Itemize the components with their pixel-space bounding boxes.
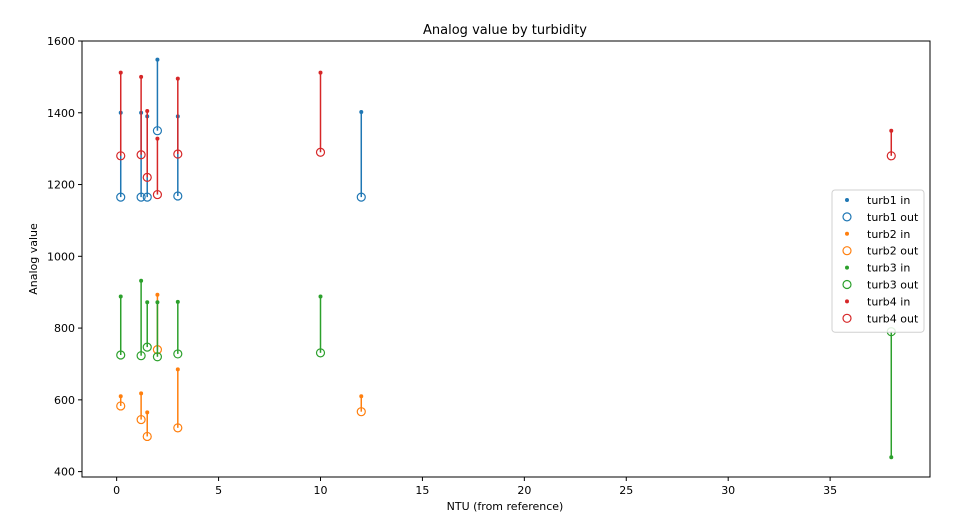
turb4-in-point: [175, 76, 180, 81]
legend-label-turb4-in: turb4 in: [867, 295, 910, 308]
y-tick-label: 1600: [47, 35, 75, 48]
x-tick-label: 30: [721, 484, 735, 497]
turb4-out-point: [116, 151, 126, 161]
turb1-out-point: [136, 192, 146, 202]
turb2-in-point: [118, 394, 123, 399]
turb1-out-point: [356, 192, 366, 202]
legend-label-turb4-out: turb4 out: [867, 312, 919, 325]
turb4-in-point: [889, 128, 894, 133]
turb2-out-point: [173, 423, 183, 433]
x-tick-label: 10: [314, 484, 328, 497]
legend-label-turb2-out: turb2 out: [867, 245, 919, 258]
plot-marks: [116, 57, 896, 460]
turb3-out-point: [315, 348, 326, 358]
plot-frame: [81, 40, 931, 478]
legend-marker-turb2-in: [845, 231, 849, 236]
turb4-out-point: [152, 189, 163, 200]
legend-label-turb3-out: turb3 out: [867, 279, 919, 292]
y-tick-label: 1000: [47, 250, 75, 263]
turb1-in-point: [359, 110, 364, 115]
x-axis: 0 5 10 15 20 25 30 35: [113, 477, 837, 497]
turb1-out-point: [173, 191, 183, 201]
turb3-in-point: [155, 300, 160, 305]
turb1-out-point: [142, 192, 152, 202]
y-tick-label: 600: [54, 394, 75, 407]
turb1-out-point: [152, 126, 163, 136]
y-axis-label: Analog value: [27, 223, 40, 295]
chart-title: Analog value by turbidity: [423, 23, 587, 38]
turb3-out-point: [142, 342, 152, 352]
turb4-out-point: [315, 147, 326, 157]
x-tick-label: 25: [619, 484, 633, 497]
series-turb4: [116, 70, 896, 200]
turb3-in-point: [139, 278, 144, 283]
x-axis-label: NTU (from reference): [447, 500, 564, 513]
turb4-in-point: [145, 108, 150, 113]
turb2-in-point: [139, 391, 144, 396]
turb2-out-point: [142, 431, 152, 442]
series-turb3: [116, 278, 896, 460]
turb2-out-point: [356, 407, 366, 417]
turb2-in-point: [145, 410, 150, 415]
turb3-out-point: [152, 352, 163, 362]
turb4-out-point: [136, 150, 146, 160]
turb4-out-point: [886, 151, 896, 161]
turb4-out-point: [142, 172, 152, 182]
turb3-in-point: [318, 294, 323, 299]
turb3-in-point: [175, 299, 180, 304]
legend-marker-turb4-in: [845, 299, 849, 304]
legend-marker-turb1-in: [845, 198, 849, 202]
x-tick-label: 20: [517, 484, 531, 497]
y-tick-label: 1400: [47, 107, 75, 120]
turb4-in-point: [318, 70, 323, 75]
legend-label-turb1-in: turb1 in: [867, 194, 910, 207]
legend-label-turb2-in: turb2 in: [867, 228, 910, 241]
legend-box: [831, 189, 925, 333]
turb2-in-point: [359, 394, 364, 399]
x-tick-label: 5: [215, 484, 222, 497]
turb1-out-point: [116, 192, 126, 202]
turb3-in-point: [118, 294, 123, 299]
turb2-in-point: [155, 292, 160, 297]
turb3-in-point: [889, 455, 894, 460]
x-tick-label: 0: [113, 484, 120, 497]
y-tick-label: 1200: [47, 179, 75, 192]
turb4-in-point: [118, 70, 123, 75]
legend-label-turb1-out: turb1 out: [867, 211, 919, 224]
legend-label-turb3-in: turb3 in: [867, 262, 910, 275]
turb4-out-point: [173, 149, 183, 159]
turb2-in-point: [175, 367, 180, 372]
x-tick-label: 15: [415, 484, 429, 497]
legend-marker-turb1-out: [842, 212, 852, 222]
turb3-out-point: [116, 350, 126, 360]
turb4-in-point: [139, 74, 144, 79]
legend-marker-turb3-out: [842, 279, 852, 290]
legend-marker-turb3-in: [845, 265, 849, 270]
turb1-in-point: [155, 57, 160, 62]
legend-marker-turb4-out: [842, 313, 852, 323]
legend-marker-turb2-out: [842, 246, 852, 256]
y-axis: 400 600 800 1000 1200 1400 1600: [47, 35, 82, 479]
turb2-out-point: [116, 401, 126, 411]
turb3-out-point: [173, 349, 183, 359]
x-tick-label: 35: [823, 484, 837, 497]
turb3-out-point: [136, 351, 146, 361]
y-tick-label: 800: [54, 322, 75, 335]
turb3-in-point: [145, 300, 150, 305]
turb2-out-point: [136, 414, 146, 425]
y-tick-label: 400: [54, 466, 75, 479]
legend: turb1 in turb1 out turb2 in turb2 out turb3 …: [831, 189, 925, 333]
turb4-in-point: [155, 136, 160, 141]
